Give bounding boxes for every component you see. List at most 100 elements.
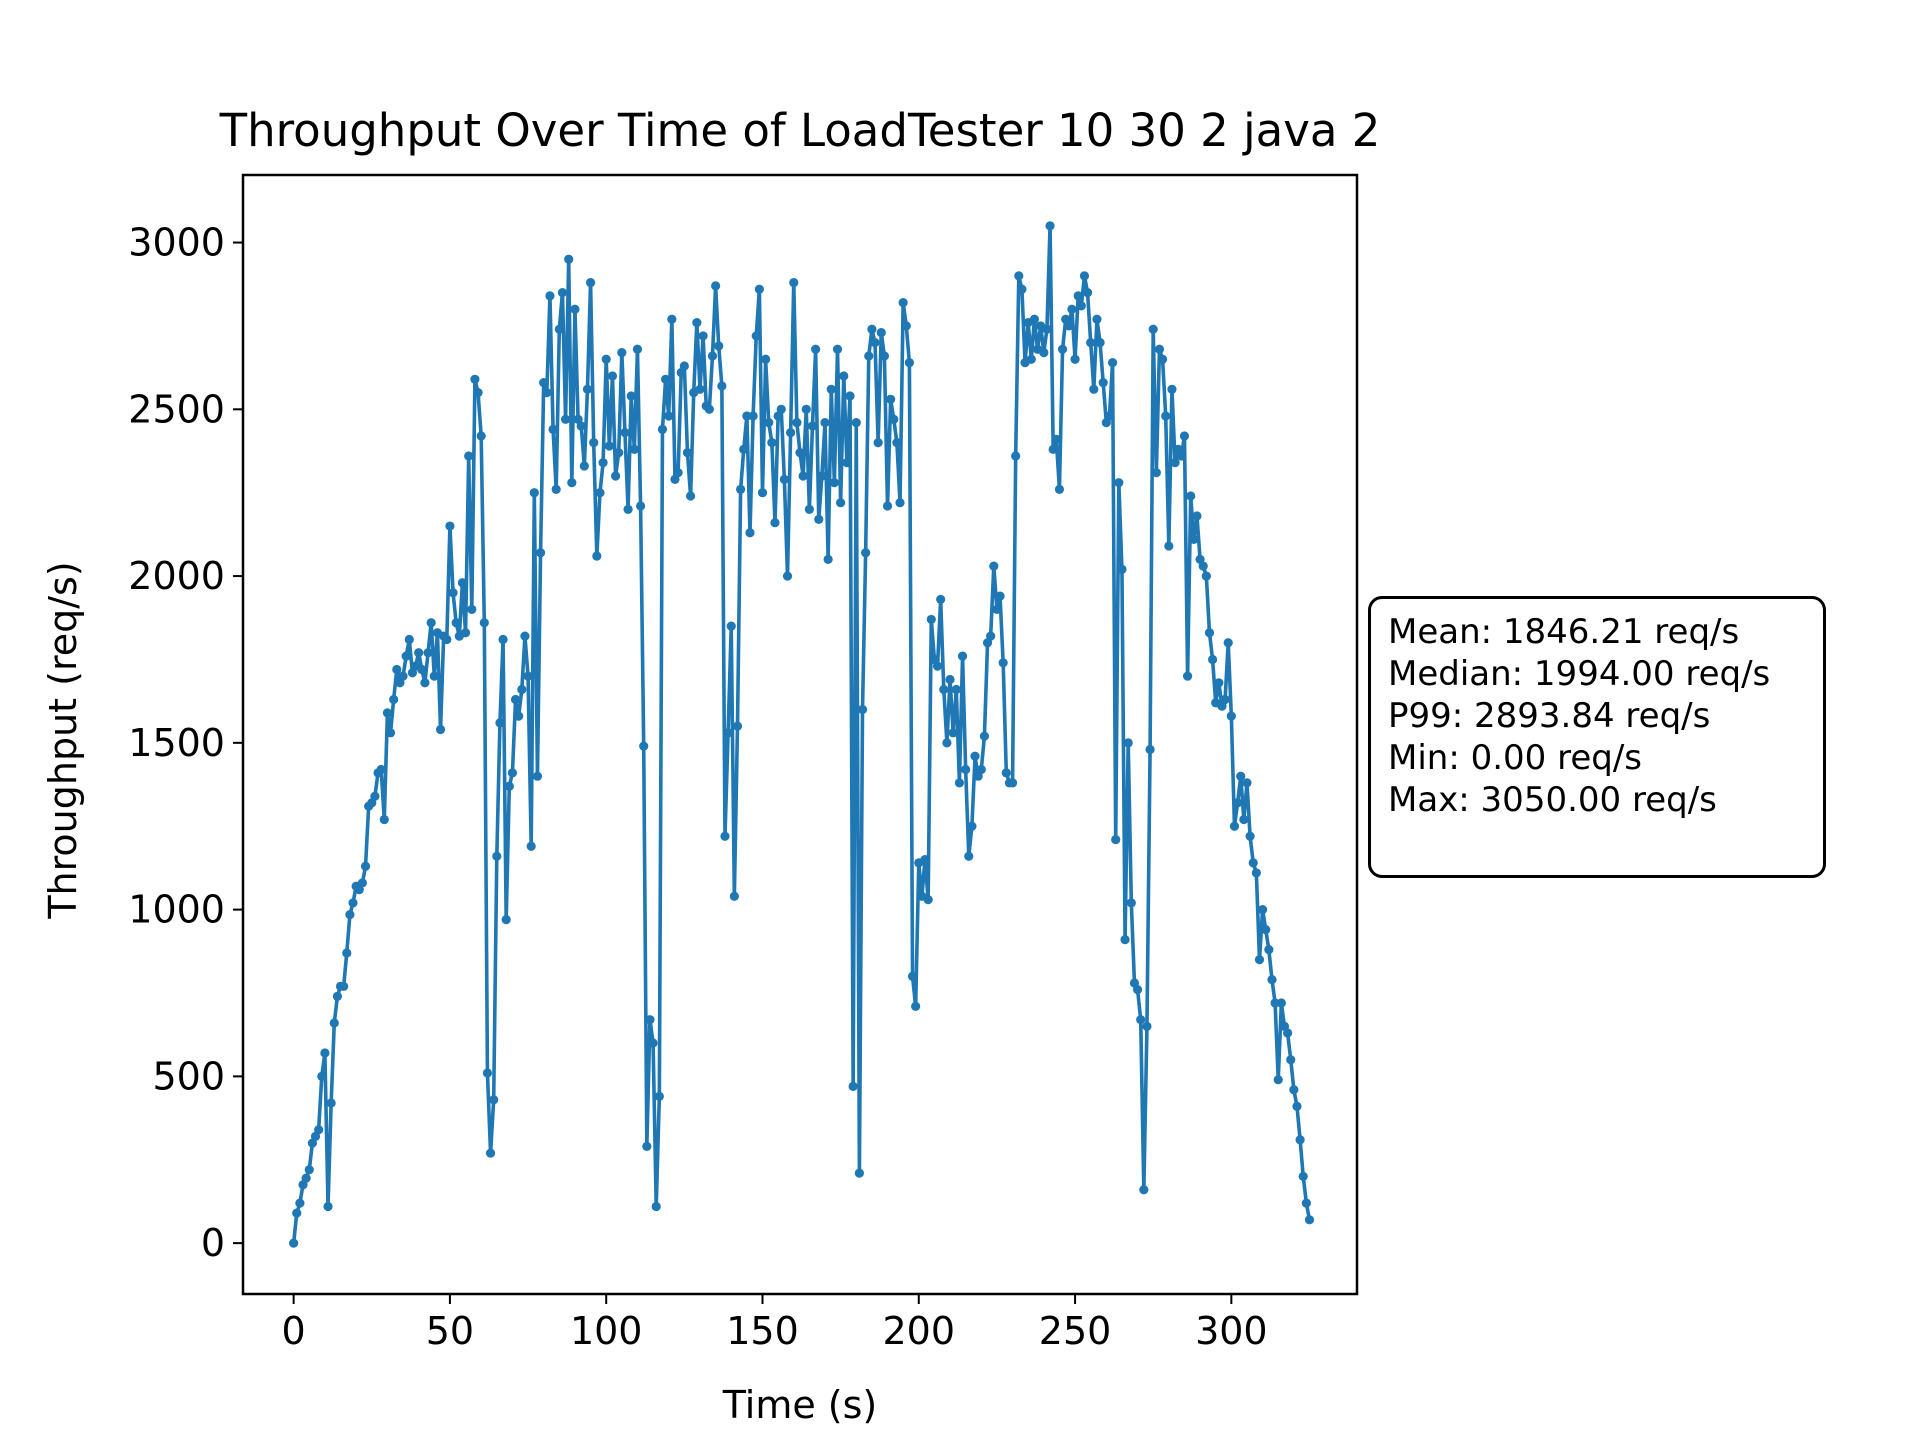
data-point xyxy=(639,741,649,751)
data-point xyxy=(404,634,414,645)
data-point xyxy=(1095,337,1105,348)
data-point xyxy=(382,708,393,718)
data-point xyxy=(576,421,586,431)
data-point xyxy=(1254,955,1265,965)
data-point xyxy=(389,694,399,705)
data-point xyxy=(464,451,474,461)
data-point xyxy=(1301,1198,1311,1208)
data-point xyxy=(457,578,468,588)
data-point xyxy=(767,438,777,448)
data-point xyxy=(717,381,727,391)
data-point xyxy=(1123,738,1133,748)
data-point xyxy=(1148,324,1158,334)
data-point xyxy=(945,674,955,685)
data-point xyxy=(1054,484,1065,494)
data-point xyxy=(445,521,455,531)
data-point xyxy=(1292,1101,1302,1111)
data-point xyxy=(510,694,521,705)
data-point xyxy=(776,404,786,414)
data-point xyxy=(1176,451,1186,461)
data-point xyxy=(901,321,911,331)
data-point xyxy=(504,781,514,791)
data-point xyxy=(751,331,761,341)
data-point xyxy=(582,384,593,394)
data-point xyxy=(1086,337,1096,348)
data-point xyxy=(1239,814,1249,825)
data-point xyxy=(861,548,871,558)
data-point xyxy=(873,438,883,448)
data-point xyxy=(476,431,486,441)
x-tick-label: 100 xyxy=(570,1309,643,1353)
data-point xyxy=(529,488,539,498)
y-tick-label: 2000 xyxy=(128,554,225,598)
data-point xyxy=(1029,314,1040,324)
data-point xyxy=(1198,561,1208,571)
x-tick-label: 250 xyxy=(1039,1309,1112,1353)
x-tick-label: 300 xyxy=(1195,1309,1268,1353)
data-point xyxy=(1289,1085,1299,1095)
data-point xyxy=(986,631,996,641)
data-point xyxy=(520,631,530,641)
data-point xyxy=(736,484,746,494)
data-point xyxy=(951,684,961,695)
data-point xyxy=(1154,344,1165,354)
data-point xyxy=(448,588,458,598)
data-point xyxy=(1295,1135,1305,1145)
data-point xyxy=(535,548,546,558)
data-point xyxy=(314,1125,324,1135)
data-point xyxy=(604,441,614,451)
data-point xyxy=(826,384,836,394)
data-point xyxy=(1067,304,1077,314)
data-point xyxy=(1039,348,1049,358)
data-point xyxy=(1276,998,1286,1008)
data-point xyxy=(1236,771,1246,781)
data-point xyxy=(1245,831,1255,841)
data-point xyxy=(807,421,818,431)
data-point xyxy=(1167,384,1177,394)
data-point xyxy=(851,418,861,428)
data-point xyxy=(357,878,368,888)
data-point xyxy=(1132,985,1143,995)
data-point xyxy=(1070,354,1080,364)
data-point xyxy=(329,1018,339,1028)
data-point xyxy=(692,317,702,328)
data-point xyxy=(1179,431,1190,441)
data-point xyxy=(1261,925,1271,935)
data-point xyxy=(964,851,974,861)
data-point xyxy=(420,678,430,688)
data-point xyxy=(1142,1021,1152,1031)
data-point xyxy=(345,910,355,920)
stat-max: Max: 3050.00 req/s xyxy=(1388,780,1717,820)
data-point xyxy=(1189,534,1199,544)
data-point xyxy=(651,1201,661,1212)
data-point xyxy=(482,1068,493,1078)
data-point xyxy=(1283,1028,1293,1038)
data-point xyxy=(957,651,968,661)
data-point xyxy=(560,414,571,424)
data-point xyxy=(532,771,543,781)
data-point xyxy=(979,731,990,741)
y-tick-label: 2500 xyxy=(128,387,225,431)
series-line xyxy=(291,224,1312,1244)
data-point xyxy=(292,1208,302,1218)
data-point xyxy=(567,478,577,488)
data-point xyxy=(729,891,739,901)
data-point xyxy=(920,854,930,865)
stat-p99: P99: 2893.84 req/s xyxy=(1388,696,1711,736)
data-point xyxy=(789,277,799,288)
data-point xyxy=(648,1038,658,1048)
data-point xyxy=(1273,1075,1283,1085)
data-point xyxy=(592,551,602,561)
data-point xyxy=(779,474,789,484)
data-point xyxy=(664,411,674,421)
data-point xyxy=(923,894,933,905)
data-point xyxy=(495,718,505,728)
data-point xyxy=(898,297,908,308)
data-point xyxy=(548,424,558,434)
data-point xyxy=(479,618,489,628)
data-point xyxy=(932,661,943,671)
data-point xyxy=(876,327,886,338)
data-point xyxy=(836,498,846,508)
data-point xyxy=(1107,358,1118,368)
data-point xyxy=(1051,434,1061,444)
